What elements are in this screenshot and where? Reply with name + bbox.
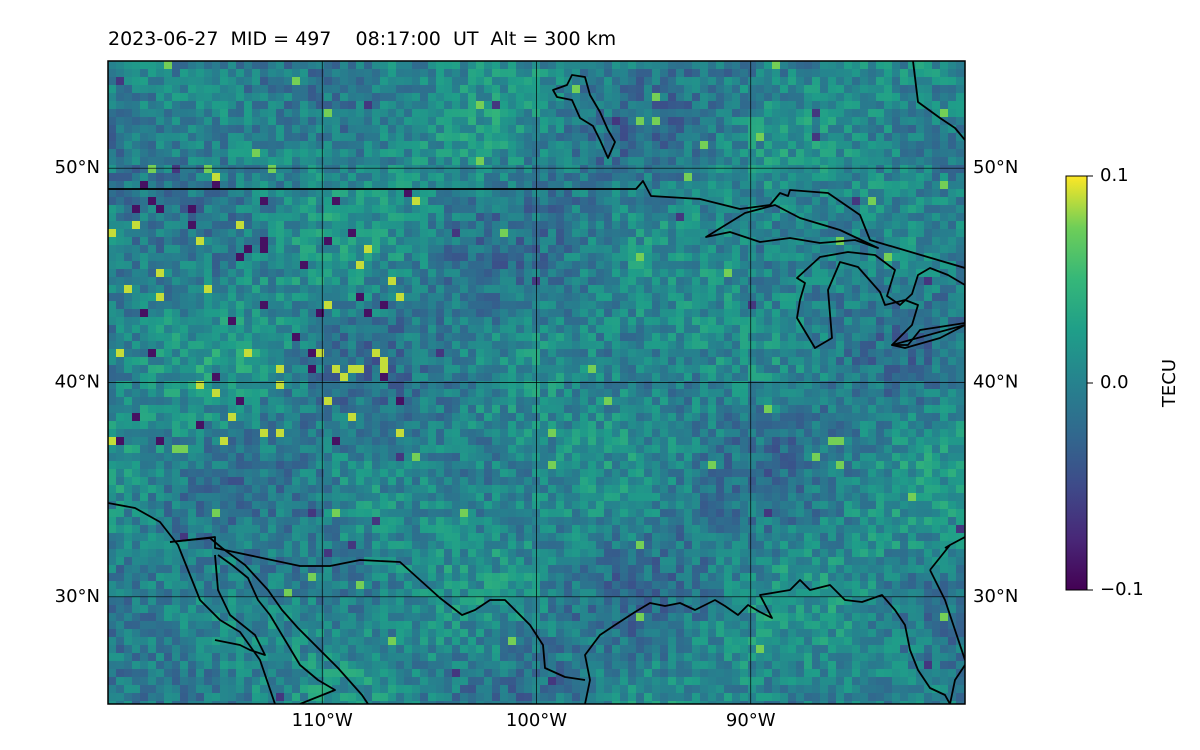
- lat-labels-left: 50°N 40°N 30°N: [55, 157, 100, 607]
- lon-label: 90°W: [726, 710, 776, 731]
- baja-california: [169, 537, 369, 704]
- gulf-coast: [584, 579, 951, 704]
- colorbar-tick-label: 0.0: [1100, 372, 1129, 393]
- colorbar-ticks: 0.1 0.0 −0.1: [1087, 165, 1144, 600]
- colorbar-gradient: [1065, 175, 1088, 591]
- border-us-mexico: [169, 536, 586, 681]
- lon-label: 110°W: [292, 710, 353, 731]
- lat-label: 40°N: [973, 372, 1018, 393]
- baja-peninsula-inner: [214, 554, 336, 704]
- map-title: 2023-06-27 MID = 497 08:17:00 UT Alt = 3…: [108, 28, 617, 50]
- florida-east-coast: [929, 569, 965, 661]
- map-frame: [107, 60, 966, 705]
- tec-heatmap: [108, 61, 965, 704]
- lat-label: 40°N: [55, 372, 100, 393]
- lat-label: 50°N: [973, 157, 1018, 178]
- coastlines: [108, 61, 965, 704]
- coast-mexico-pacific: [108, 502, 276, 704]
- lake-winnipeg: [552, 74, 616, 159]
- colorbar-tick-label: 0.1: [1100, 165, 1129, 186]
- colorbar-tick-label: −0.1: [1100, 579, 1144, 600]
- lat-label: 30°N: [55, 586, 100, 607]
- lon-label: 100°W: [506, 710, 567, 731]
- lat-label: 30°N: [973, 586, 1018, 607]
- lat-label: 50°N: [55, 157, 100, 178]
- florida-coast: [929, 536, 965, 704]
- lon-labels: 110°W 100°W 90°W: [292, 710, 776, 731]
- lake-michigan: [796, 251, 965, 349]
- lat-labels-right: 50°N 40°N 30°N: [973, 157, 1018, 607]
- border-us-canada: [108, 180, 965, 269]
- lake-erie: [891, 324, 965, 349]
- graticule: [108, 61, 965, 704]
- colorbar-label: TECU: [1159, 359, 1180, 408]
- colorbar: 0.1 0.0 −0.1 TECU: [1065, 165, 1180, 600]
- hudson-bay-coast: [912, 61, 965, 141]
- lake-superior: [705, 204, 879, 249]
